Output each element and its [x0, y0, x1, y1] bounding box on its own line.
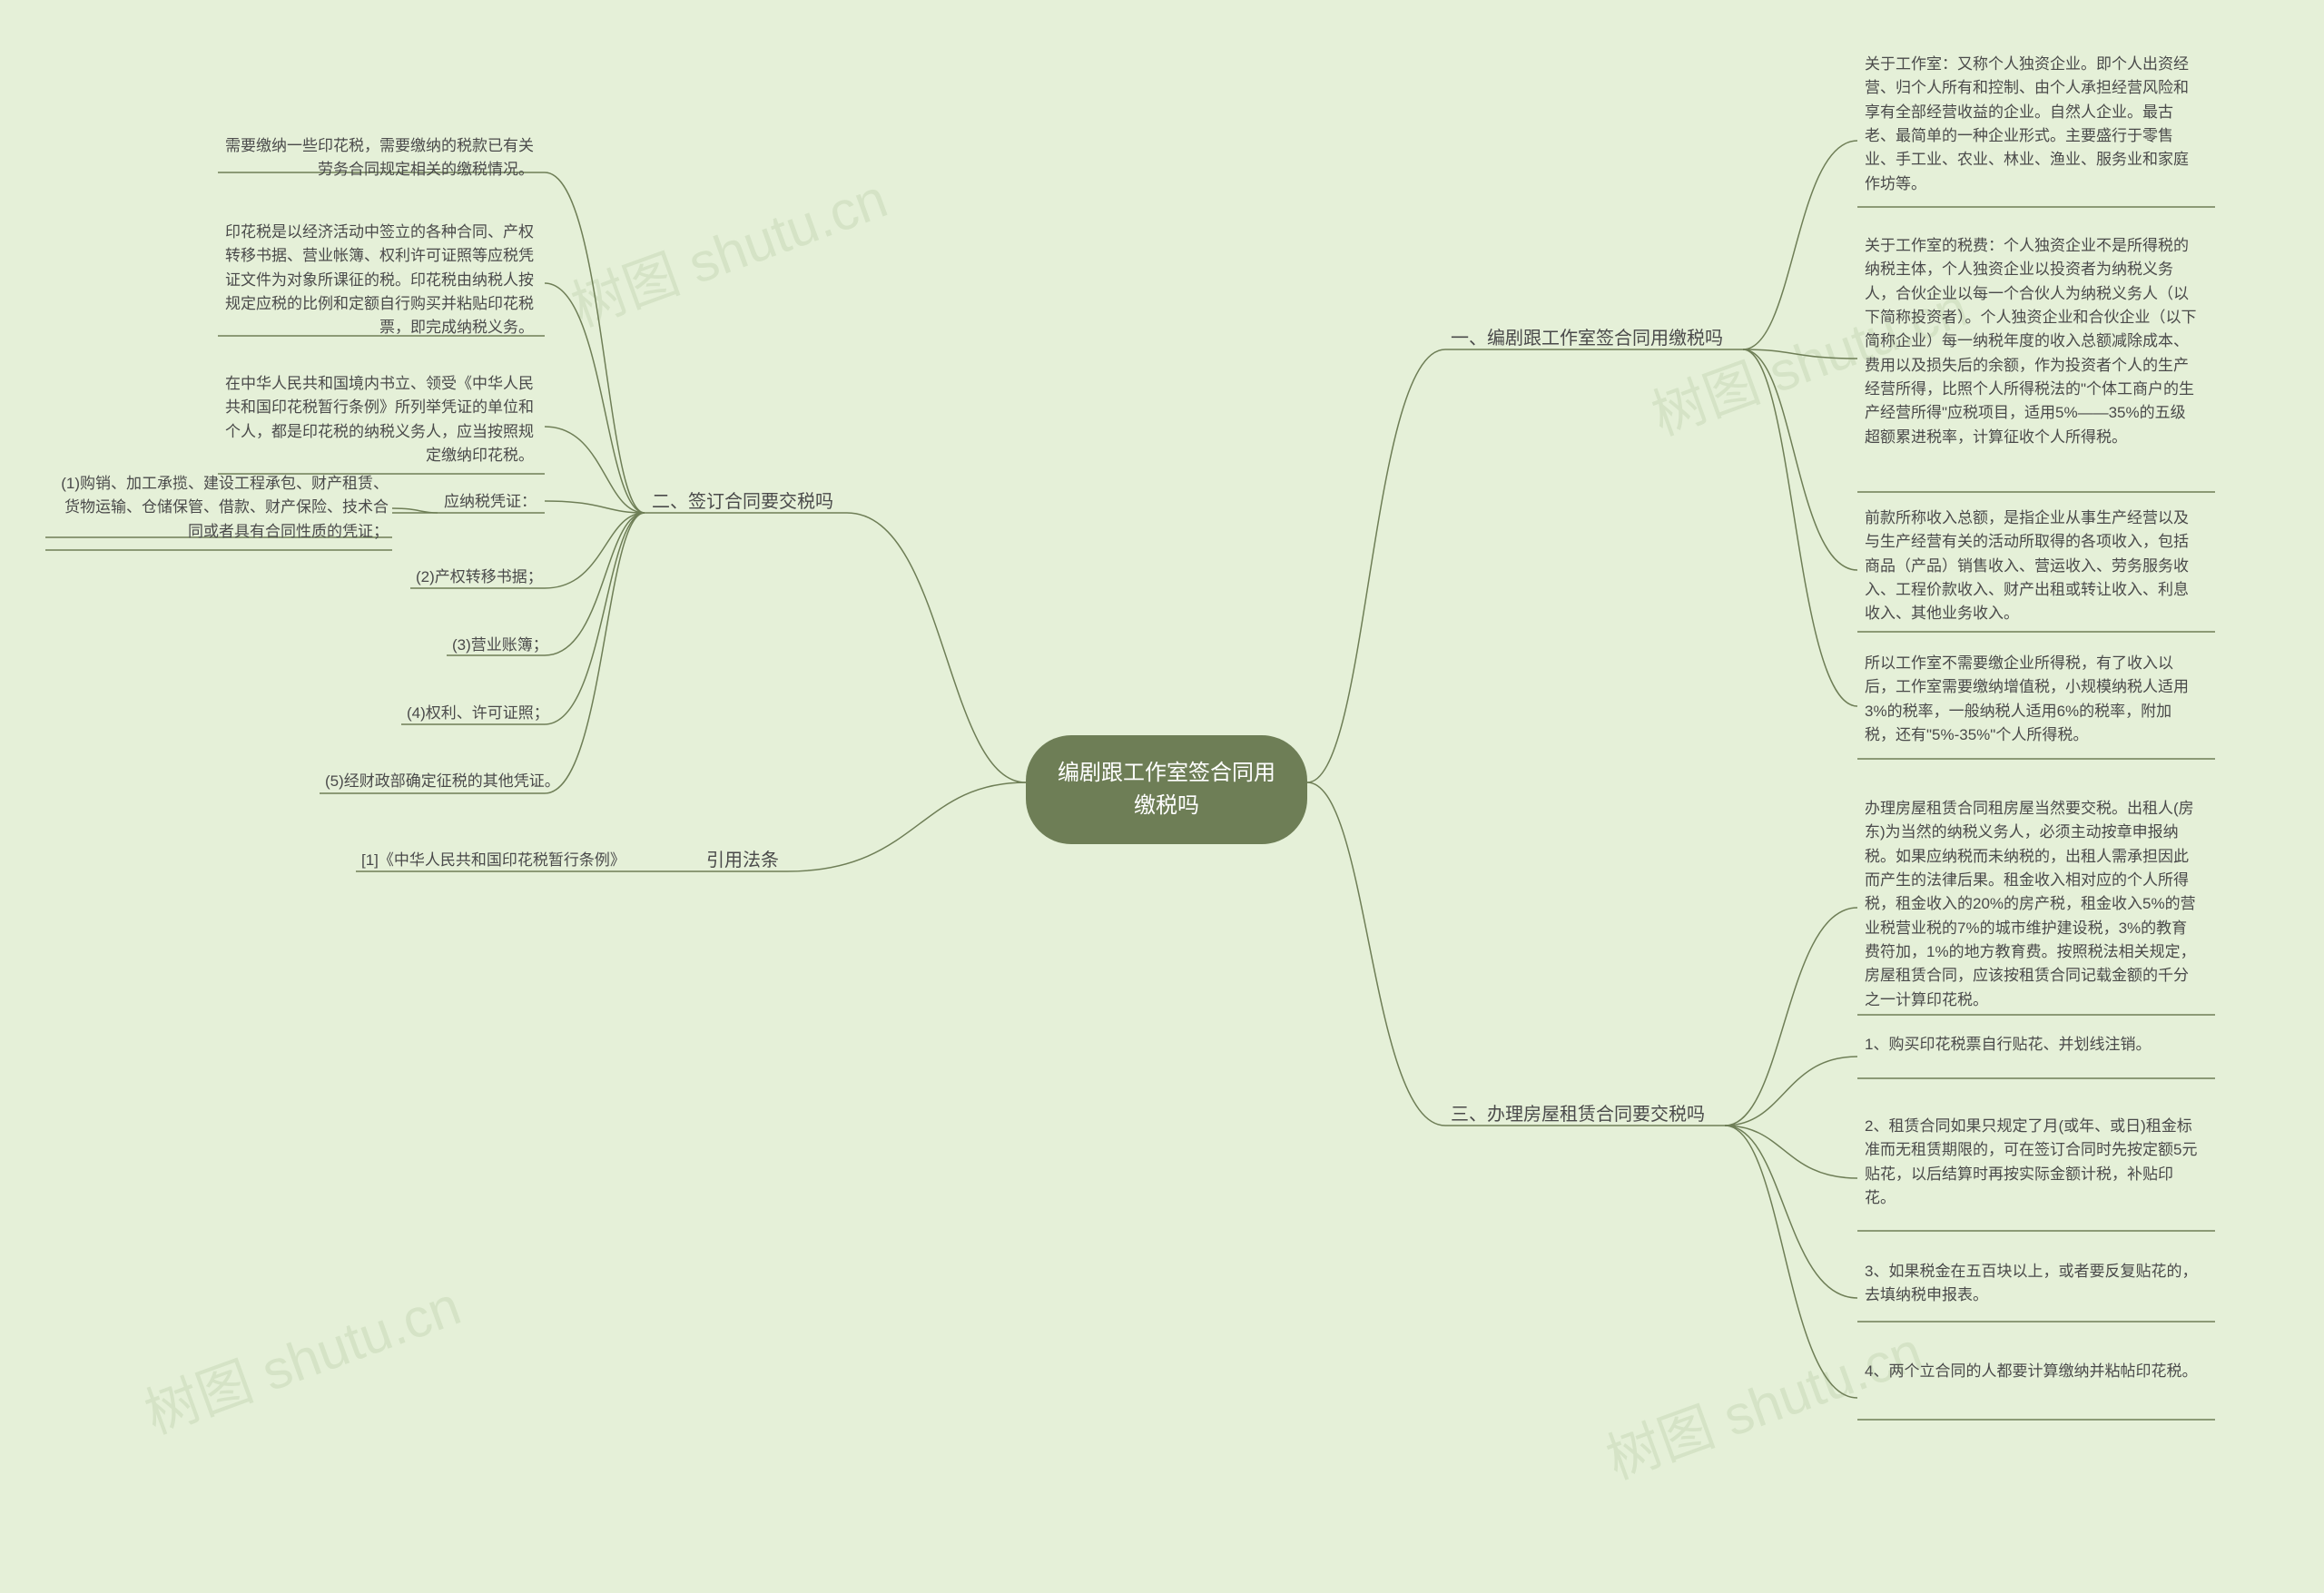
leaf-l1-2: 印花税是以经济活动中签立的各种合同、产权转移书据、营业帐簿、权利许可证照等应税凭…	[225, 221, 534, 340]
center-topic: 编剧跟工作室签合同用缴税吗	[1026, 735, 1307, 844]
leaf-l1-3: 在中华人民共和国境内书立、领受《中华人民共和国印花税暂行条例》所列举凭证的单位和…	[225, 372, 534, 467]
leaf-l1-8: (5)经财政部确定征税的其他凭证。	[325, 770, 560, 793]
leaf-l1-4-gc: (1)购销、加工承揽、建设工程承包、财产租赁、货物运输、仓储保管、借款、财产保险…	[53, 472, 389, 544]
branch-right-2: 三、办理房屋租赁合同要交税吗	[1451, 1101, 1705, 1129]
subbranch-yingnashui: 应纳税凭证：	[444, 490, 537, 514]
leaf-l1-7: (4)权利、许可证照；	[407, 702, 549, 725]
leaf-r2-4: 3、如果税金在五百块以上，或者要反复贴花的，去填纳税申报表。	[1865, 1260, 2201, 1308]
leaf-r1-1: 关于工作室：又称个人独资企业。即个人出资经营、归个人所有和控制、由个人承担经营风…	[1865, 53, 2201, 196]
leaf-r2-3: 2、租赁合同如果只规定了月(或年、或日)租金标准而无租赁期限的，可在签订合同时先…	[1865, 1115, 2201, 1210]
watermark: 树图 shutu.cn	[559, 154, 896, 341]
leaf-r2-1: 办理房屋租赁合同租房屋当然要交税。出租人(房东)为当然的纳税义务人，必须主动按章…	[1865, 797, 2201, 1012]
center-label: 编剧跟工作室签合同用缴税吗	[1058, 761, 1275, 818]
leaf-r1-3: 前款所称收入总额，是指企业从事生产经营以及与生产经营有关的活动所取得的各项收入，…	[1865, 506, 2201, 626]
leaf-l1-5: (2)产权转移书据；	[416, 565, 543, 589]
branch-left-1: 二、签订合同要交税吗	[652, 488, 833, 516]
watermark: 树图 shutu.cn	[1594, 1307, 1931, 1494]
leaf-l2-1: [1]《中华人民共和国印花税暂行条例》	[361, 849, 625, 872]
leaf-r2-5: 4、两个立合同的人都要计算缴纳并粘帖印花税。	[1865, 1360, 2201, 1383]
leaf-r2-2: 1、购买印花税票自行贴花、并划线注销。	[1865, 1033, 2201, 1057]
leaf-r1-4: 所以工作室不需要缴企业所得税，有了收入以后，工作室需要缴纳增值税，小规模纳税人适…	[1865, 652, 2201, 747]
leaf-l1-1: 需要缴纳一些印花税，需要缴纳的税款已有关劳务合同规定相关的缴税情况。	[225, 134, 534, 182]
leaf-l1-6: (3)营业账簿；	[452, 634, 548, 657]
leaf-r1-2: 关于工作室的税费：个人独资企业不是所得税的纳税主体，个人独资企业以投资者为纳税义…	[1865, 234, 2201, 449]
watermark: 树图 shutu.cn	[133, 1262, 469, 1449]
branch-right-1: 一、编剧跟工作室签合同用缴税吗	[1451, 325, 1723, 353]
branch-left-2: 引用法条	[706, 847, 779, 875]
